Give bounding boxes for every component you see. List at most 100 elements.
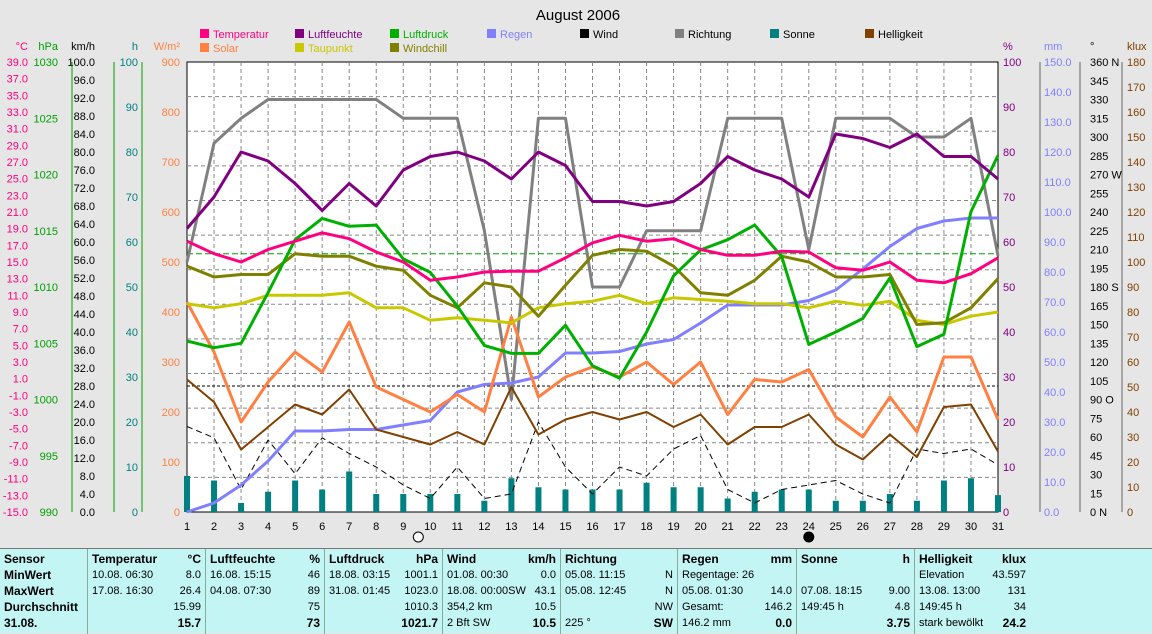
legend-label: Luftdruck [403, 29, 449, 41]
left-axis-tick-label: 9.0 [13, 307, 28, 319]
right-axis-tick-label: 105 [1090, 376, 1108, 388]
stats-cell-annotation: 13.08. 13:00 [919, 585, 981, 597]
stats-cell-value: 89 [307, 585, 320, 597]
stats-cell-annotation: 07.08. 18:15 [801, 585, 863, 597]
sun-bar [211, 480, 218, 512]
stats-cell-value: 73 [306, 616, 320, 630]
left-axis-tick-label: 80.0 [74, 147, 95, 159]
left-axis-tick-label: -9.0 [9, 457, 28, 469]
statistics-table: Sensor MinWert MaxWert Durchschnitt 31.0… [0, 548, 1152, 634]
x-tick-label: 5 [292, 521, 298, 533]
left-axis-tick-label: 100.0 [67, 57, 95, 69]
stats-cell-annotation: 18.08. 03:15 [329, 569, 391, 581]
x-tick-label: 22 [749, 521, 761, 533]
right-axis-unit: % [1003, 41, 1013, 53]
left-axis-tick-label: 23.0 [7, 190, 28, 202]
stats-header-unit: °C [187, 552, 201, 566]
left-axis-unit: km/h [71, 41, 95, 53]
stats-header-label: Luftdruck [329, 552, 385, 566]
right-axis-tick-label: 360 N [1090, 57, 1119, 69]
left-axis-tick-label: -15.0 [3, 507, 28, 519]
stats-cell-annotation: 31.08. 01:45 [329, 585, 391, 597]
sun-bar [697, 487, 704, 512]
left-axis-tick-label: 56.0 [74, 255, 95, 267]
left-axis-tick-label: 68.0 [74, 201, 95, 213]
right-axis-tick-label: 120 [1090, 357, 1108, 369]
stats-header-label: Richtung [565, 552, 617, 566]
right-axis-tick-label: 60 [1127, 357, 1139, 369]
stats-col-sensor: Sensor MinWert MaxWert Durchschnitt 31.0… [0, 549, 88, 634]
stats-cell-annotation: 05.08. 01:30 [682, 585, 744, 597]
right-axis-tick-label: 180 [1127, 57, 1145, 69]
sun-bar [346, 471, 353, 512]
left-axis-tick-label: -7.0 [9, 440, 28, 452]
x-tick-label: 6 [319, 521, 325, 533]
stats-cell-value: 15.7 [177, 616, 201, 630]
legend-label: Richtung [688, 29, 731, 41]
x-tick-label: 23 [776, 521, 788, 533]
sun-bar [643, 482, 650, 512]
stats-cell-annotation: Regentage: 26 [682, 569, 755, 581]
left-axis-tick-label: 27.0 [7, 157, 28, 169]
left-axis-tick-label: 1005 [34, 338, 58, 350]
stats-cell-value: N [665, 569, 673, 581]
stats-header-label: Wind [447, 552, 477, 566]
stats-header-label: Sonne [801, 552, 838, 566]
right-axis-tick-label: 30 [1003, 372, 1015, 384]
stats-cell-value: 24.2 [1002, 616, 1026, 630]
stats-header-label: Helligkeit [919, 552, 973, 566]
right-axis-tick-label: 130.0 [1044, 117, 1072, 129]
left-axis-tick-label: 500 [162, 257, 180, 269]
right-axis-tick-label: 100 [1127, 257, 1145, 269]
left-axis-tick-label: 40.0 [74, 327, 95, 339]
right-axis-tick-label: 120.0 [1044, 147, 1072, 159]
x-tick-label: 29 [938, 521, 950, 533]
stats-cell-annotation: 149:45 h [919, 601, 962, 613]
right-axis-tick-label: 150.0 [1044, 57, 1072, 69]
stats-cell-value: 8.0 [185, 569, 201, 581]
stats-row-label: 31.08. [4, 616, 38, 630]
stats-cell-value: 1023.0 [404, 585, 438, 597]
legend-label: Taupunkt [308, 43, 353, 55]
series-line-helligkeit [186, 378, 999, 461]
stats-cell-annotation: 16.08. 15:15 [210, 569, 272, 581]
sun-bar [805, 489, 812, 512]
left-axis-tick-label: 37.0 [7, 74, 28, 86]
right-axis-tick-label: 50 [1127, 382, 1139, 394]
legend-label: Temperatur [213, 29, 269, 41]
left-axis-tick-label: 70 [126, 192, 138, 204]
x-tick-label: 14 [532, 521, 544, 533]
stats-cell-value: 9.00 [888, 585, 910, 597]
left-axis-tick-label: -5.0 [9, 424, 28, 436]
stats-header-label: Temperatur [92, 552, 158, 566]
right-axis-unit: klux [1127, 41, 1147, 53]
left-axis-tick-label: 300 [162, 357, 180, 369]
left-axis-tick-label: 1025 [34, 113, 58, 125]
right-axis-tick-label: 40 [1003, 327, 1015, 339]
left-axis-tick-label: 19.0 [7, 224, 28, 236]
right-axis-tick-label: 80 [1127, 307, 1139, 319]
x-tick-label: 21 [722, 521, 734, 533]
sun-bar [589, 489, 596, 512]
left-axis-tick-label: 88.0 [74, 111, 95, 123]
left-axis-tick-label: 1015 [34, 226, 58, 238]
stats-cell-value: 15.99 [173, 601, 201, 613]
left-axis-tick-label: -1.0 [9, 390, 28, 402]
left-axis-tick-label: 32.0 [74, 363, 95, 375]
sun-bar [670, 487, 677, 512]
left-axis-tick-label: 0 [132, 507, 138, 519]
stats-cell-value: 146.2 [764, 601, 792, 613]
left-axis-tick-label: 20 [126, 417, 138, 429]
right-axis-tick-label: 0 [1127, 507, 1133, 519]
left-axis-tick-label: 12.0 [74, 453, 95, 465]
legend-swatch [770, 29, 779, 38]
right-axis-tick-label: 90.0 [1044, 237, 1065, 249]
right-axis-tick-label: 0 [1003, 507, 1009, 519]
left-axis-tick-label: 10 [126, 462, 138, 474]
left-axis-tick-label: 96.0 [74, 75, 95, 87]
left-axis-tick-label: 20.0 [74, 417, 95, 429]
right-axis-tick-label: 100 [1003, 57, 1021, 69]
sun-bar [400, 494, 407, 512]
right-axis-tick-label: 210 [1090, 245, 1108, 257]
